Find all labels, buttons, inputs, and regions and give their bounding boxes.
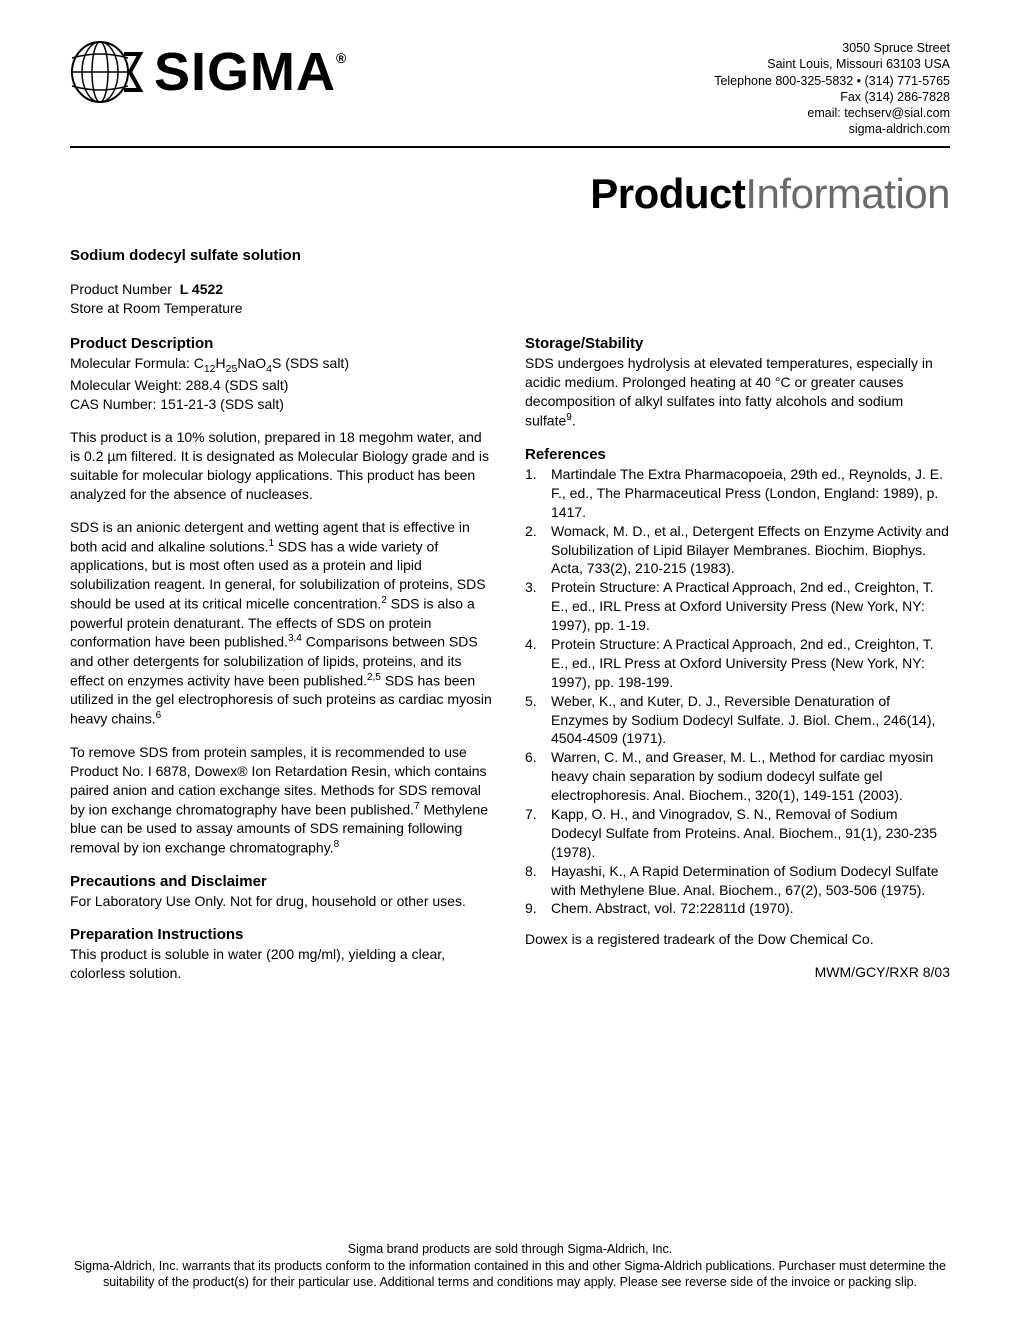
references-list: Martindale The Extra Pharmacopoeia, 29th… [525,465,950,918]
phone-line: Telephone 800-325-5832 • (314) 771-5765 [714,73,950,89]
storage-heading: Storage/Stability [525,334,950,354]
right-column: Storage/Stability SDS undergoes hydrolys… [525,334,950,996]
document-code: MWM/GCY/RXR 8/03 [525,963,950,982]
header: SIGMA® 3050 Spruce Street Saint Louis, M… [70,40,950,148]
reference-item: Protein Structure: A Practical Approach,… [525,635,950,692]
reference-item: Weber, K., and Kuter, D. J., Reversible … [525,692,950,749]
page-title: ProductInformation [70,166,950,223]
store-line: Store at Room Temperature [70,299,950,318]
address-line: Saint Louis, Missouri 63103 USA [714,56,950,72]
email-line: email: techserv@sial.com [714,105,950,121]
body-paragraph: SDS undergoes hydrolysis at elevated tem… [525,354,950,430]
reference-item: Warren, C. M., and Greaser, M. L., Metho… [525,748,950,805]
left-column: Product Description Molecular Formula: C… [70,334,495,996]
address-block: 3050 Spruce Street Saint Louis, Missouri… [714,40,950,138]
company-name: SIGMA® [154,45,347,99]
title-light: Information [745,170,950,217]
references-heading: References [525,445,950,465]
footer-line: Sigma brand products are sold through Si… [70,1241,950,1257]
reference-item: Hayashi, K., A Rapid Determination of So… [525,862,950,900]
sigma-logo-icon [70,40,144,104]
reference-item: Protein Structure: A Practical Approach,… [525,578,950,635]
body-paragraph: SDS is an anionic detergent and wetting … [70,518,495,729]
address-line: 3050 Spruce Street [714,40,950,56]
product-name: Sodium dodecyl sulfate solution [70,246,950,266]
reference-item: Martindale The Extra Pharmacopoeia, 29th… [525,465,950,522]
preparation-heading: Preparation Instructions [70,925,495,945]
logo-block: SIGMA® [70,40,347,104]
body-columns: Product Description Molecular Formula: C… [70,334,950,996]
precautions-heading: Precautions and Disclaimer [70,872,495,892]
body-paragraph: To remove SDS from protein samples, it i… [70,743,495,858]
body-paragraph: For Laboratory Use Only. Not for drug, h… [70,892,495,911]
body-paragraph: This product is soluble in water (200 mg… [70,945,495,983]
reference-item: Chem. Abstract, vol. 72:22811d (1970). [525,899,950,918]
website-line: sigma-aldrich.com [714,121,950,137]
title-bold: Product [590,170,745,217]
product-number-line: Product Number L 4522 [70,280,950,299]
cas-line: CAS Number: 151-21-3 (SDS salt) [70,396,284,412]
footer-line: Sigma-Aldrich, Inc. warrants that its pr… [70,1258,950,1291]
mw-line: Molecular Weight: 288.4 (SDS salt) [70,377,288,393]
product-description-heading: Product Description [70,334,495,354]
footer: Sigma brand products are sold through Si… [70,1241,950,1290]
trademark-note: Dowex is a registered tradeark of the Do… [525,930,950,949]
body-paragraph: This product is a 10% solution, prepared… [70,428,495,504]
formula-block: Molecular Formula: C12H25NaO4S (SDS salt… [70,354,495,414]
reference-item: Womack, M. D., et al., Detergent Effects… [525,522,950,579]
reference-item: Kapp, O. H., and Vinogradov, S. N., Remo… [525,805,950,862]
fax-line: Fax (314) 286-7828 [714,89,950,105]
